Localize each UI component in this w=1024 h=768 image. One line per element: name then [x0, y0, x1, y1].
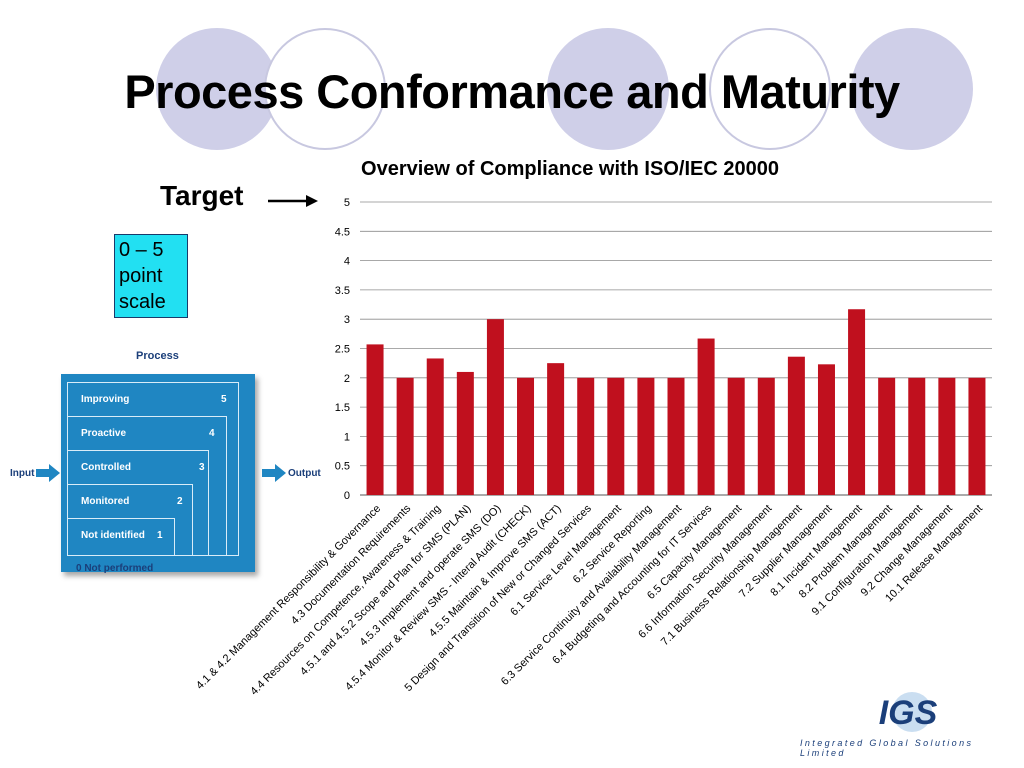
y-tick-label: 3 [344, 314, 350, 326]
y-tick-label: 2 [344, 373, 350, 385]
target-arrow-icon [268, 195, 318, 207]
level-2-number: 2 [177, 496, 183, 507]
bar [908, 377, 926, 495]
bar [396, 377, 414, 495]
not-performed-label: 0 Not performed [76, 563, 154, 574]
x-tick-label: 9.1 Configuration Management [810, 503, 925, 618]
input-label: Input [10, 468, 35, 479]
company-name: Integrated Global Solutions Limited [800, 738, 974, 758]
level-1-label: Not identified [81, 530, 145, 541]
logo-mark: IGS [879, 694, 938, 732]
level-4-label: Proactive [81, 428, 127, 439]
input-arrow-icon [36, 464, 60, 482]
bar [517, 377, 535, 495]
process-diagram-title: Process [136, 350, 179, 362]
bar [787, 356, 805, 495]
decor-circle-2 [264, 28, 386, 150]
output-label: Output [288, 468, 321, 479]
bar [607, 377, 625, 495]
level-1-number: 1 [157, 530, 163, 541]
bar [878, 377, 896, 495]
bar [757, 377, 775, 495]
y-tick-label: 4 [344, 256, 350, 268]
decor-circle-4 [709, 28, 831, 150]
y-tick-label: 0.5 [335, 461, 350, 473]
slide-title: Process Conformance and Maturity [124, 65, 900, 118]
level-5-number: 5 [221, 394, 227, 405]
output-arrow-icon [262, 464, 286, 482]
bar [938, 377, 956, 495]
bar [667, 377, 685, 495]
y-tick-label: 1.5 [335, 402, 350, 414]
bar [366, 344, 384, 495]
scale-note-line-2: point [119, 265, 163, 287]
chart-title: Overview of Compliance with ISO/IEC 2000… [361, 158, 779, 180]
y-tick-label: 1 [344, 431, 350, 443]
scale-note-line-3: scale [119, 291, 166, 313]
bar [486, 319, 504, 495]
y-tick-label: 3.5 [335, 285, 350, 297]
igs-logo: IGS [879, 692, 938, 732]
y-tick-label: 4.5 [335, 226, 350, 238]
level-box-1 [67, 518, 175, 556]
bar [637, 377, 655, 495]
bar [456, 371, 474, 495]
decor-circle-3 [547, 28, 669, 150]
bar [968, 377, 986, 495]
level-2-label: Monitored [81, 496, 130, 507]
decor-circle-5 [851, 28, 973, 150]
bar [547, 363, 565, 495]
target-label: Target [160, 180, 244, 211]
bar [577, 377, 595, 495]
level-3-number: 3 [199, 462, 205, 473]
y-tick-label: 5 [344, 197, 350, 209]
scale-note-line-1: 0 – 5 [119, 239, 164, 261]
bar [848, 309, 866, 495]
bar [817, 364, 835, 495]
scale-note-box: 0 – 5 point scale [114, 234, 188, 318]
maturity-process-diagram: Process Input Improving 5 Proactive 4 Co… [0, 346, 330, 586]
level-3-label: Controlled [81, 462, 131, 473]
y-tick-label: 2.5 [335, 344, 350, 356]
bar [697, 338, 715, 495]
bar [727, 377, 745, 495]
bar [426, 358, 444, 495]
y-tick-label: 0 [344, 490, 350, 502]
decor-circle-1 [156, 28, 278, 150]
level-4-number: 4 [209, 428, 215, 439]
maturity-levels-panel: Improving 5 Proactive 4 Controlled 3 Mon… [61, 374, 255, 572]
level-5-label: Improving [81, 394, 130, 405]
